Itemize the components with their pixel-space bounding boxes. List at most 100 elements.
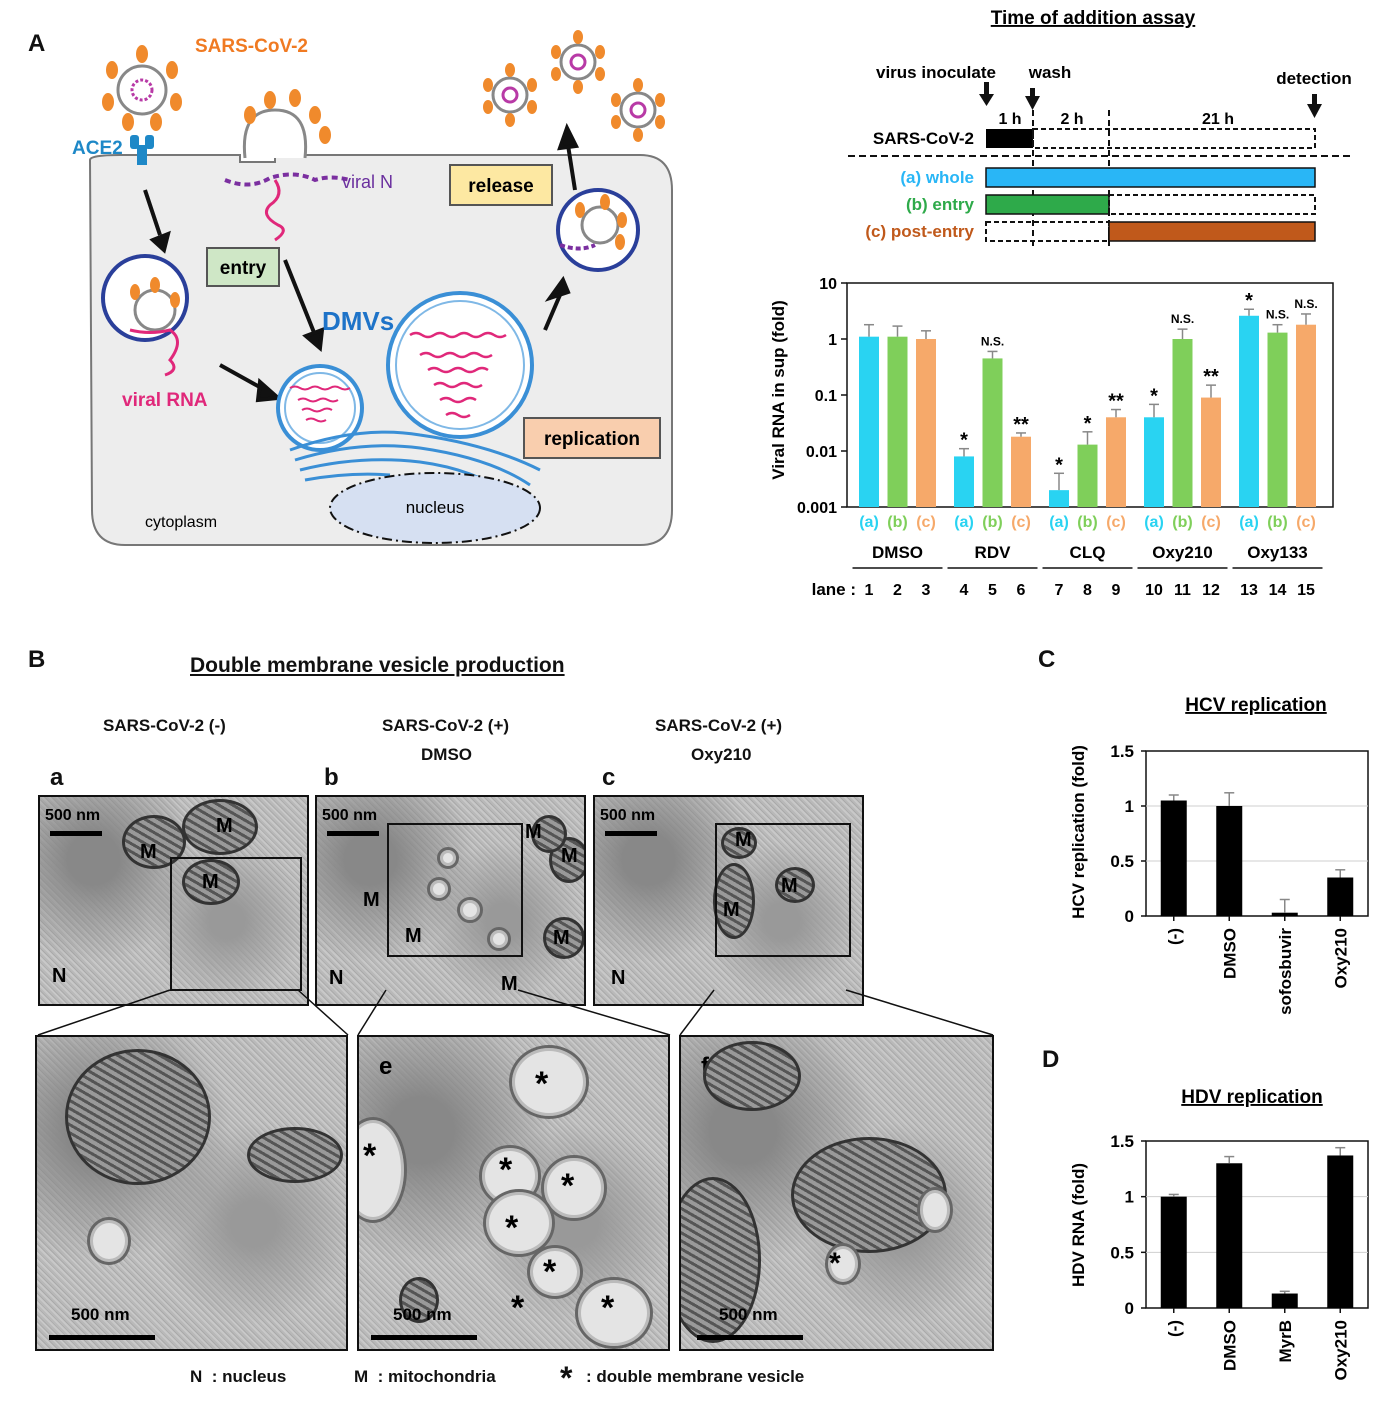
y-tick-label: 0.1 bbox=[815, 388, 837, 405]
nucleus-label: nucleus bbox=[406, 498, 465, 517]
significance-label: ** bbox=[1108, 391, 1124, 413]
mitochondrion bbox=[247, 1127, 343, 1183]
vesicle bbox=[437, 847, 459, 869]
condition-label: (b) bbox=[1267, 514, 1287, 531]
zoom-connectors bbox=[37, 989, 994, 1036]
mito-label: M bbox=[501, 973, 518, 995]
lane-number: 6 bbox=[1017, 582, 1026, 599]
row-virus-label: SARS-CoV-2 bbox=[873, 129, 974, 148]
viral-chart-abc-labels: (a) (b) (c) (a) (b) (c) (a) (b) (c) (a) (b) (c) (a) (… bbox=[859, 514, 1316, 531]
endoplasmic-reticulum bbox=[289, 430, 541, 502]
significance-label: * bbox=[1245, 290, 1253, 312]
y-tick-label: 1 bbox=[828, 332, 837, 349]
dmv-marker: * bbox=[601, 1289, 615, 1327]
y-tick-label: 0.01 bbox=[806, 444, 837, 461]
scale-label: 500 nm bbox=[71, 1305, 130, 1324]
exocytic-vesicle bbox=[556, 188, 640, 272]
scale-label: 500 nm bbox=[322, 807, 378, 824]
viral-n-label: viral N bbox=[342, 172, 393, 192]
mito-label: M bbox=[561, 845, 578, 867]
hcv-chart-ylabel: HCV replication (fold) bbox=[1069, 745, 1088, 919]
significance-label: ** bbox=[1203, 366, 1219, 388]
x-tick-label: (-) bbox=[1165, 928, 1184, 945]
viral-rna-label: viral RNA bbox=[122, 390, 208, 411]
bar bbox=[1049, 490, 1069, 507]
y-tick-label: 0 bbox=[1125, 1299, 1134, 1318]
bar bbox=[1267, 332, 1288, 507]
panel-c-letter: C bbox=[1038, 646, 1056, 673]
mitochondrion bbox=[531, 815, 567, 853]
condition-label: (c) bbox=[1106, 514, 1126, 531]
lane-number: 9 bbox=[1112, 582, 1121, 599]
dmv-marker: * bbox=[535, 1065, 549, 1103]
micrograph-zoom-a: 500 nm bbox=[35, 1035, 348, 1351]
bar bbox=[1216, 1163, 1243, 1308]
bar bbox=[1077, 444, 1098, 507]
hdv-chart: HDV replication HDV RNA (fold) 1.5 1 0.5 0 (… bbox=[1069, 1087, 1369, 1381]
condition-label: (c) bbox=[916, 514, 936, 531]
panel-a-letter: A bbox=[28, 30, 46, 57]
scale-bar bbox=[49, 1335, 155, 1340]
lane-number: 3 bbox=[922, 582, 931, 599]
condition-label: (b) bbox=[982, 514, 1002, 531]
x-tick-label: DMSO bbox=[1220, 1320, 1239, 1371]
scale-label: 500 nm bbox=[719, 1305, 778, 1324]
lane-number: 14 bbox=[1269, 582, 1287, 599]
lane-number: 8 bbox=[1083, 582, 1092, 599]
dmv-marker: * bbox=[499, 1151, 513, 1189]
lane-number: 1 bbox=[865, 582, 874, 599]
mito-label: M bbox=[553, 927, 570, 949]
hdv-chart-title: HDV replication bbox=[1181, 1087, 1322, 1108]
x-tick-label: Oxy210 bbox=[1331, 1320, 1350, 1381]
y-tick-label: 1.5 bbox=[1110, 1132, 1134, 1151]
replication-box bbox=[523, 417, 661, 459]
mito-label: M bbox=[723, 899, 740, 921]
y-tick-label: 0.5 bbox=[1110, 1243, 1134, 1262]
lane-number: 10 bbox=[1145, 582, 1163, 599]
scale-label: 500 nm bbox=[600, 807, 656, 824]
y-tick-label: 0.5 bbox=[1110, 852, 1134, 871]
timeline-arrows bbox=[979, 82, 1322, 118]
col-b-header-2: DMSO bbox=[421, 745, 472, 764]
entry-box bbox=[206, 247, 280, 287]
scale-bar bbox=[50, 831, 102, 836]
legend-nucleus: N : nucleus bbox=[190, 1367, 287, 1386]
y-tick-label: 1 bbox=[1125, 1188, 1134, 1207]
bar-c-pre bbox=[985, 221, 1110, 242]
bar bbox=[1160, 1196, 1187, 1308]
nucleus bbox=[329, 472, 541, 544]
mitochondrion bbox=[182, 799, 258, 855]
ace2-receptor bbox=[130, 135, 154, 165]
lane-label: lane : bbox=[812, 580, 856, 599]
group-label: CLQ bbox=[1070, 543, 1106, 562]
lane-number: 15 bbox=[1297, 582, 1315, 599]
sub-label-a: a bbox=[50, 764, 64, 791]
y-tick-label: 0 bbox=[1125, 907, 1134, 926]
x-tick-label: DMSO bbox=[1220, 928, 1239, 979]
bar-c-post-entry bbox=[1108, 221, 1316, 242]
row-b-label: (b) entry bbox=[906, 195, 975, 214]
bar-virus-1h bbox=[986, 129, 1033, 148]
nucleus-label: N bbox=[329, 967, 344, 989]
lane-number: 5 bbox=[988, 582, 997, 599]
col-c-header-2: Oxy210 bbox=[691, 745, 752, 764]
dmvs-label: DMVs bbox=[322, 306, 394, 336]
mitochondrion bbox=[775, 867, 815, 903]
viral-chart-group-labels: DMSO RDV CLQ Oxy210 Oxy133 bbox=[852, 543, 1323, 569]
mitochondrion bbox=[681, 1177, 761, 1343]
hdv-chart-ylabel: HDV RNA (fold) bbox=[1069, 1163, 1088, 1287]
lane-number: 2 bbox=[893, 582, 902, 599]
condition-label: (a) bbox=[1049, 514, 1069, 531]
time-of-addition-diagram: Time of addition assay virus inoculate w… bbox=[848, 8, 1352, 250]
panel-d-letter: D bbox=[1042, 1046, 1060, 1073]
y-tick-label: 1.5 bbox=[1110, 742, 1134, 761]
micrograph-zoom-f: f * 500 nm bbox=[679, 1035, 994, 1351]
mitochondrion bbox=[399, 1277, 439, 1323]
x-tick-label: MyrB bbox=[1276, 1320, 1295, 1363]
scale-bar bbox=[371, 1335, 477, 1340]
label-21h: 21 h bbox=[1202, 111, 1234, 128]
mito-label: M bbox=[405, 925, 422, 947]
viral-chart-ylabel: Viral RNA in sup (fold) bbox=[769, 300, 788, 479]
virion-incoming bbox=[102, 45, 182, 131]
timeline-title: Time of addition assay bbox=[991, 8, 1196, 29]
